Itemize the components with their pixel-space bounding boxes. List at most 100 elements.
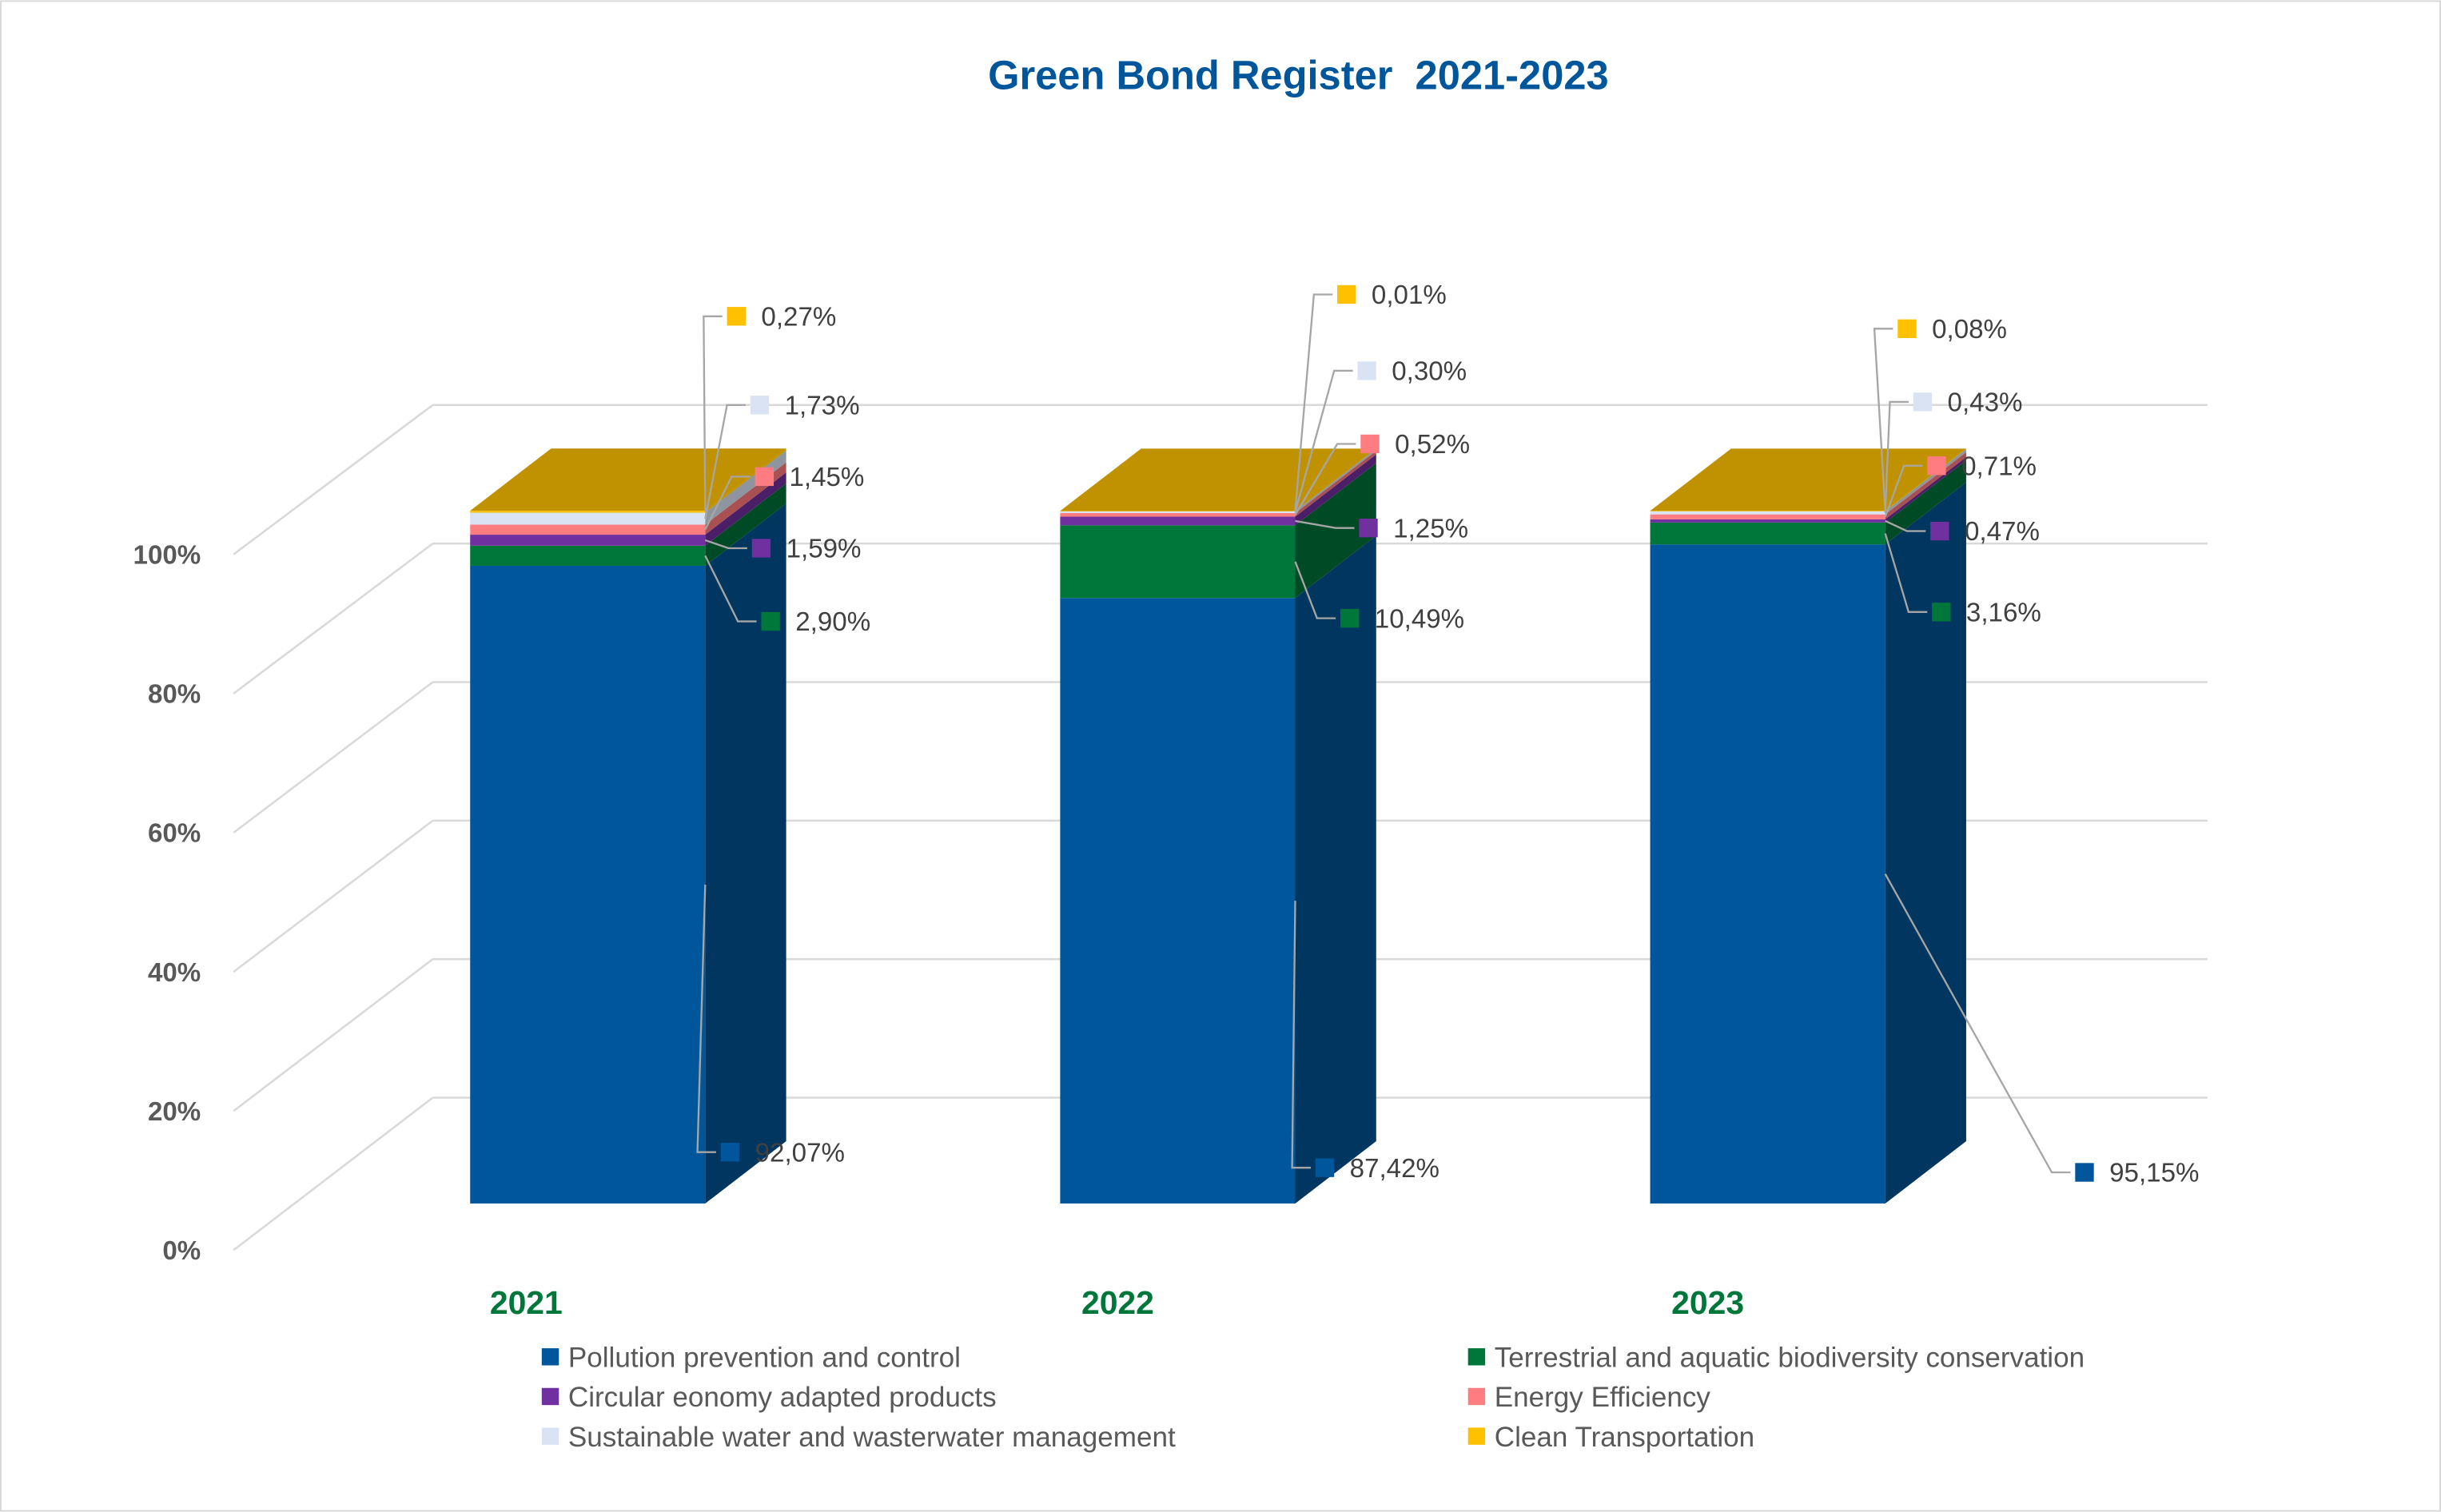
data-label-marker <box>1932 603 1951 622</box>
y-tick-label: 80% <box>148 680 201 710</box>
data-label: 0,71% <box>1961 452 2037 481</box>
gridline-depth <box>233 958 434 1112</box>
gridline-depth <box>233 819 434 973</box>
leader-line <box>704 539 747 550</box>
bar-segment-side <box>705 483 786 566</box>
bar-segment-side <box>1885 482 1966 1204</box>
y-tick-label: 0% <box>162 1236 201 1266</box>
leader-line <box>696 884 716 1153</box>
data-label-marker <box>1913 392 1933 412</box>
gridline-depth <box>233 404 434 555</box>
gridline-depth <box>233 543 434 694</box>
legend-item: Energy Efficiency <box>1467 1382 1711 1413</box>
bar-segment-side <box>1295 451 1376 517</box>
legend-label: Energy Efficiency <box>1495 1382 1711 1413</box>
bar-segment-front <box>1650 522 1886 545</box>
leader-line <box>1884 400 1909 513</box>
data-label-marker <box>1315 1158 1335 1177</box>
legend-item: Pollution prevention and control <box>541 1342 961 1373</box>
data-label-marker <box>2075 1163 2094 1182</box>
bar-segment-front <box>470 565 706 1204</box>
legend-label: Pollution prevention and control <box>568 1342 961 1373</box>
legend-item: Sustainable water and wasterwater manage… <box>541 1422 1176 1453</box>
leader-line <box>1295 519 1355 529</box>
data-label: 1,59% <box>786 535 862 564</box>
data-label-marker <box>1337 284 1356 304</box>
y-tick-label: 20% <box>148 1097 201 1127</box>
leader-line <box>1885 519 1926 532</box>
legend-marker <box>1467 1427 1486 1445</box>
data-label-marker <box>1360 434 1380 454</box>
leader-line <box>1873 328 1893 511</box>
bar-segment-front <box>470 511 706 513</box>
data-label: 0,43% <box>1948 388 2023 418</box>
y-tick-label: 40% <box>148 958 201 988</box>
bar-segment-side <box>1295 535 1376 1204</box>
bar-segment-front <box>470 545 706 566</box>
leader-line <box>703 315 723 512</box>
bar-segment-side <box>705 503 786 1204</box>
bar-segment-front <box>1650 519 1886 523</box>
data-label: 3,16% <box>1966 599 2041 628</box>
data-label-marker <box>1927 456 1946 475</box>
leader-line <box>1294 443 1356 515</box>
data-label: 1,25% <box>1393 514 1468 543</box>
leader-line <box>1884 873 2071 1174</box>
bar-segment-front <box>1060 598 1296 1204</box>
gridline-depth <box>233 1096 434 1251</box>
data-label-marker <box>720 1143 740 1162</box>
bar-segment-front <box>1060 516 1296 526</box>
data-label: 0,47% <box>1965 517 2040 547</box>
data-label: 1,45% <box>789 463 864 492</box>
legend-label: Sustainable water and wasterwater manage… <box>568 1422 1176 1453</box>
legend-marker <box>1467 1387 1486 1406</box>
leader-line <box>704 404 746 519</box>
bar-segment-front <box>1060 513 1296 517</box>
data-label-marker <box>751 539 771 558</box>
bar-top-face <box>470 448 786 511</box>
data-label-marker <box>1359 518 1378 538</box>
data-label-marker <box>750 396 770 415</box>
data-label: 1,73% <box>785 391 860 420</box>
y-tick-label: 60% <box>148 819 201 849</box>
data-label: 95,15% <box>2109 1159 2199 1188</box>
bar-segment-side <box>705 448 786 513</box>
x-tick-label: 2022 <box>1081 1284 1154 1321</box>
bar-segment-front <box>1650 514 1886 519</box>
data-label-marker <box>727 307 746 326</box>
data-label: 0,27% <box>761 302 836 332</box>
x-tick-label: 2021 <box>490 1284 563 1321</box>
data-label: 10,49% <box>1375 604 1464 634</box>
legend-marker <box>541 1427 559 1445</box>
leader-line <box>1294 561 1336 619</box>
legend-item: Circular eonomy adapted products <box>541 1382 997 1413</box>
bar-segment-side <box>1295 454 1376 526</box>
legend-item: Clean Transportation <box>1467 1422 1754 1453</box>
data-label-marker <box>761 611 780 631</box>
data-label-marker <box>1357 361 1376 380</box>
leader-line <box>1884 533 1928 614</box>
legend-marker <box>541 1387 559 1406</box>
leader-line <box>1294 369 1353 513</box>
x-tick-label: 2023 <box>1671 1284 1744 1321</box>
bar-segment-front <box>470 524 706 535</box>
data-label-marker <box>1340 608 1360 628</box>
data-label: 92,07% <box>755 1138 845 1168</box>
bar-segment-side <box>1295 463 1376 599</box>
leader-line <box>1291 901 1311 1169</box>
bar-segment-front <box>1060 511 1296 514</box>
leader-line <box>704 475 751 531</box>
legend-label: Terrestrial and aquatic biodiversity con… <box>1495 1342 2085 1373</box>
bar-segment-front <box>1060 525 1296 599</box>
data-label: 0,30% <box>1392 357 1467 387</box>
bar-segment-front <box>1650 544 1886 1204</box>
y-tick-label: 100% <box>133 540 201 570</box>
data-label: 0,01% <box>1372 281 1447 310</box>
bar-segment-side <box>705 472 786 546</box>
leader-line <box>704 555 757 623</box>
bar-segment-side <box>1295 448 1376 514</box>
legend-marker <box>1467 1348 1486 1366</box>
legend-label: Clean Transportation <box>1495 1422 1754 1453</box>
data-label: 0,52% <box>1395 430 1470 460</box>
